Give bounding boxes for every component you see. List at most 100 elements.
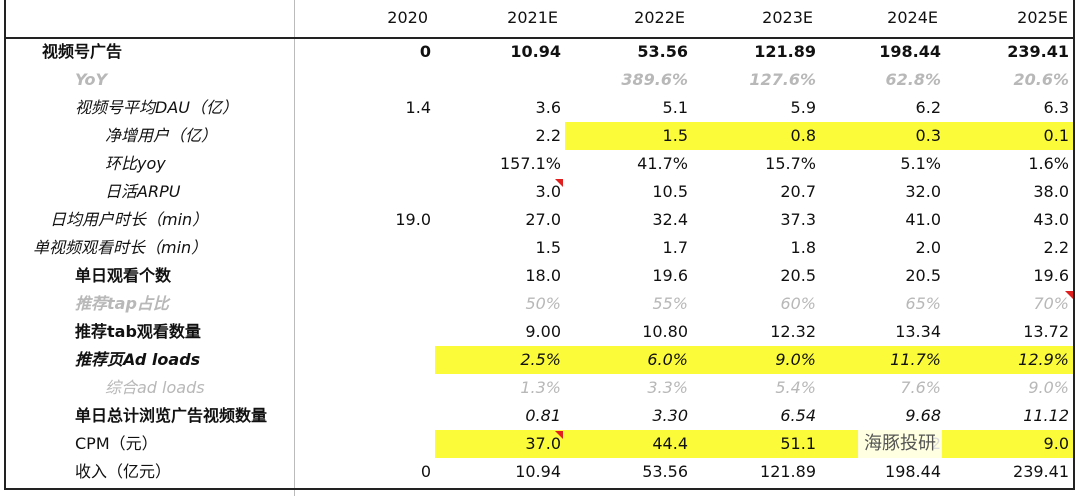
cell: 44.4 bbox=[565, 430, 692, 458]
cell: 239.41 bbox=[1007, 42, 1069, 61]
cell: 2.5% bbox=[435, 346, 565, 374]
cell: 198.44 bbox=[885, 462, 941, 481]
cell: 3.6 bbox=[535, 98, 561, 117]
cell bbox=[295, 318, 435, 346]
cell: 1.8 bbox=[790, 238, 816, 257]
cell: 9.68 bbox=[905, 406, 941, 425]
column-header: 2020 bbox=[387, 8, 428, 27]
cell: 0.1 bbox=[945, 122, 1073, 150]
cell: 121.89 bbox=[754, 42, 816, 61]
cell: 3.0 bbox=[535, 182, 561, 201]
cell: 10.80 bbox=[642, 322, 688, 341]
comment-marker bbox=[555, 179, 563, 187]
cell bbox=[295, 346, 435, 374]
cell bbox=[295, 290, 435, 318]
row-label: 日均用户时长（min） bbox=[50, 210, 209, 229]
cell: 6.0% bbox=[565, 346, 692, 374]
cell: 157.1% bbox=[499, 154, 561, 173]
cell: 1.7 bbox=[662, 238, 688, 257]
cell: 0.3 bbox=[820, 122, 945, 150]
cell: 5.1% bbox=[900, 154, 941, 173]
row-label: 推荐页Ad loads bbox=[75, 350, 201, 369]
cell: 20.6% bbox=[1013, 70, 1069, 89]
cell: 53.56 bbox=[637, 42, 688, 61]
cell: 127.6% bbox=[749, 70, 816, 89]
cell: 389.6% bbox=[621, 70, 688, 89]
row-label: 日活ARPU bbox=[105, 182, 181, 201]
cell bbox=[295, 178, 435, 206]
cell bbox=[435, 66, 565, 94]
header-divider bbox=[4, 37, 1075, 39]
cell: 2.0 bbox=[915, 238, 941, 257]
cell: 7.6% bbox=[900, 378, 941, 397]
cell bbox=[295, 234, 435, 262]
comment-marker bbox=[555, 431, 563, 439]
column-divider bbox=[294, 0, 295, 496]
cell: 9.0 bbox=[945, 430, 1073, 458]
cell: 55% bbox=[652, 294, 688, 313]
column-header: 2023E bbox=[762, 8, 813, 27]
cell: 1.4 bbox=[405, 98, 431, 117]
cell bbox=[295, 66, 435, 94]
cell: 1.5 bbox=[535, 238, 561, 257]
cell: 10.94 bbox=[510, 42, 561, 61]
row-label: 视频号平均DAU（亿） bbox=[75, 98, 238, 117]
cell: 239.41 bbox=[1013, 462, 1069, 481]
cell: 15.7% bbox=[765, 154, 816, 173]
cell: 50% bbox=[525, 294, 561, 313]
cell bbox=[295, 150, 435, 178]
column-header: 2025E bbox=[1017, 8, 1068, 27]
cell: 5.9 bbox=[790, 98, 816, 117]
cell: 65% bbox=[905, 294, 941, 313]
cell: 0.81 bbox=[525, 406, 561, 425]
cell: 13.34 bbox=[895, 322, 941, 341]
cell: 0 bbox=[419, 42, 431, 61]
cell: 0 bbox=[420, 462, 431, 481]
cell: 1.6% bbox=[1028, 154, 1069, 173]
row-label: 收入（亿元） bbox=[75, 462, 172, 481]
cell: 19.0 bbox=[395, 210, 431, 229]
row-label: 综合ad loads bbox=[105, 378, 205, 397]
cell bbox=[295, 374, 435, 402]
cell bbox=[295, 430, 435, 458]
table-frame bbox=[4, 0, 1075, 490]
cell: 3.3% bbox=[647, 378, 688, 397]
comment-marker bbox=[1065, 291, 1073, 299]
cell: 19.6 bbox=[1033, 266, 1069, 285]
cell: 10.5 bbox=[652, 182, 688, 201]
cell: 121.89 bbox=[760, 462, 816, 481]
cell: 6.2 bbox=[915, 98, 941, 117]
cell: 10.94 bbox=[515, 462, 561, 481]
cell bbox=[295, 262, 435, 290]
cell: 5.4% bbox=[775, 378, 816, 397]
cell: 20.7 bbox=[780, 182, 816, 201]
cell: 13.72 bbox=[1023, 322, 1069, 341]
cell bbox=[295, 122, 435, 150]
cell: 19.6 bbox=[652, 266, 688, 285]
watermark: 海豚投研 bbox=[858, 430, 942, 458]
cell: 9.0% bbox=[1028, 378, 1069, 397]
cell: 51.1 bbox=[692, 430, 820, 458]
row-label: 净增用户（亿） bbox=[105, 126, 218, 145]
cell: 12.32 bbox=[770, 322, 816, 341]
cell: 5.1 bbox=[662, 98, 688, 117]
cell: 27.0 bbox=[525, 210, 561, 229]
cell: 37.3 bbox=[780, 210, 816, 229]
cell: 6.3 bbox=[1043, 98, 1069, 117]
cell: 70% bbox=[1033, 294, 1069, 313]
cell: 38.0 bbox=[1033, 182, 1069, 201]
cell: 3.30 bbox=[652, 406, 688, 425]
row-label: CPM（元） bbox=[75, 434, 158, 453]
cell: 12.9% bbox=[945, 346, 1073, 374]
row-label: 单日观看个数 bbox=[75, 266, 172, 285]
cell: 11.12 bbox=[1023, 406, 1069, 425]
row-label: 视频号广告 bbox=[42, 42, 123, 61]
cell: 18.0 bbox=[525, 266, 561, 285]
cell: 32.0 bbox=[905, 182, 941, 201]
cell: 6.54 bbox=[780, 406, 816, 425]
cell: 32.4 bbox=[652, 210, 688, 229]
row-label: YoY bbox=[75, 70, 108, 89]
cell: 53.56 bbox=[642, 462, 688, 481]
cell: 37.0 bbox=[435, 430, 565, 458]
